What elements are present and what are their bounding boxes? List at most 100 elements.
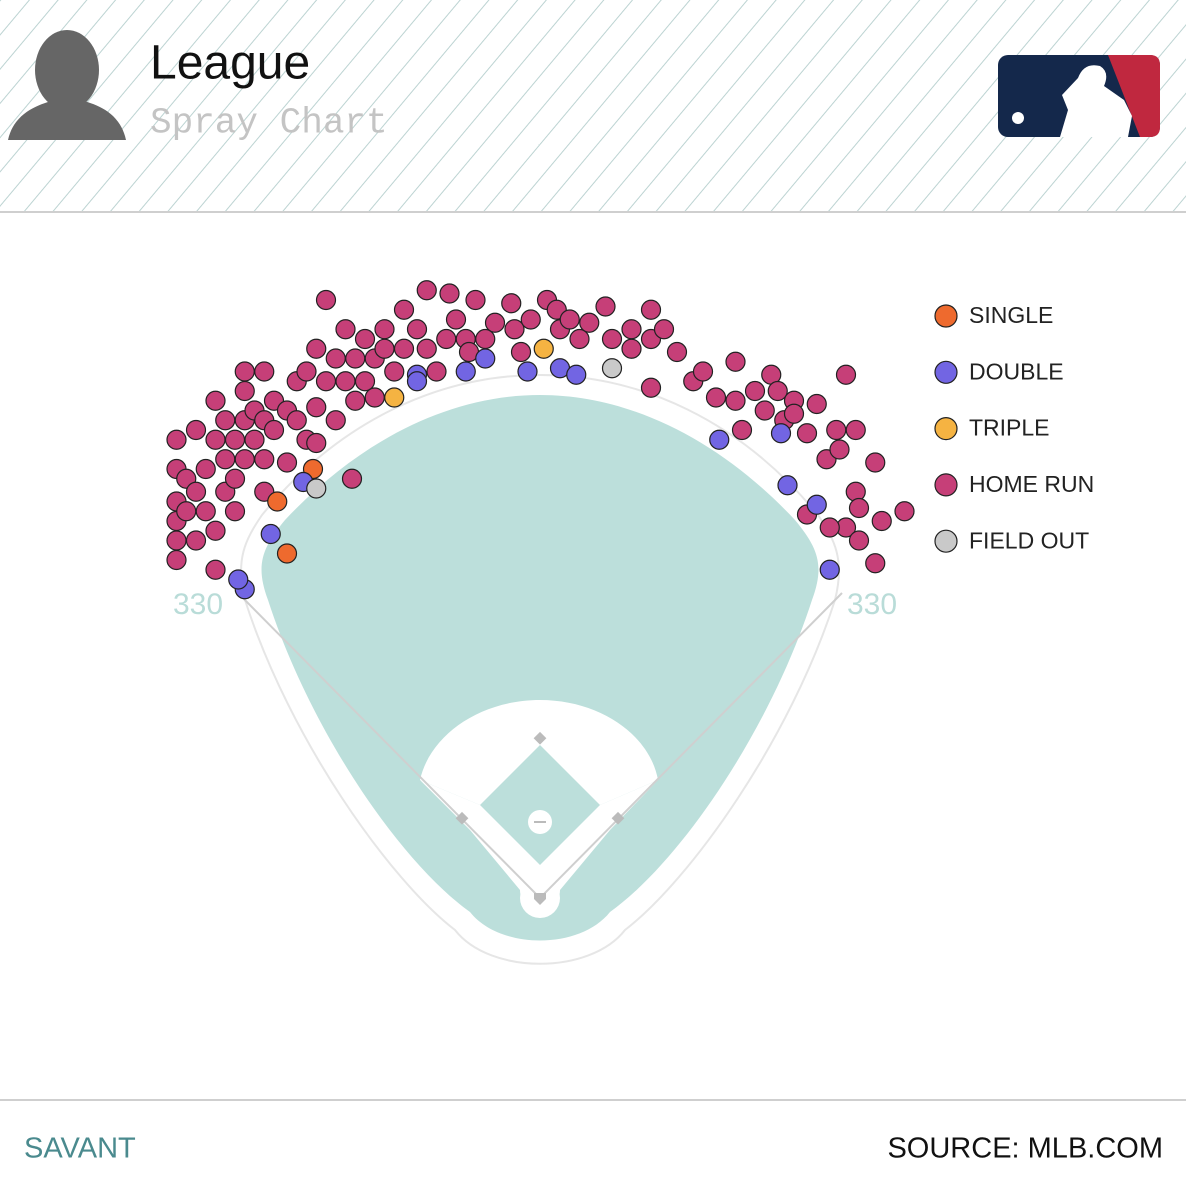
hit-point <box>416 338 437 359</box>
hit-point <box>335 319 356 340</box>
hit-point <box>566 364 587 385</box>
legend-swatch <box>934 360 958 384</box>
hit-point <box>185 419 207 441</box>
hit-point <box>819 517 840 538</box>
hit-point <box>315 371 337 392</box>
hit-point <box>254 361 275 382</box>
hit-point <box>306 397 327 418</box>
hit-point <box>595 296 616 317</box>
hit-point <box>406 371 428 392</box>
hit-point <box>224 501 246 522</box>
hit-point <box>205 429 226 450</box>
hit-point <box>286 410 307 431</box>
hit-point <box>475 348 496 369</box>
hit-point <box>315 289 337 311</box>
hit-point <box>244 429 265 450</box>
hit-point <box>205 559 226 580</box>
hit-point <box>569 328 590 350</box>
hit-point <box>426 361 447 382</box>
hit-point <box>254 449 275 470</box>
hit-point <box>384 361 405 382</box>
hit-point <box>234 361 255 382</box>
hit-point <box>621 338 642 359</box>
hit-point <box>829 439 850 460</box>
hit-point <box>185 530 207 551</box>
hit-point <box>504 319 525 340</box>
hit-point <box>345 390 366 411</box>
hit-point <box>325 410 346 431</box>
legend-label: SINGLE <box>969 302 1053 328</box>
hit-point <box>835 364 857 385</box>
legend-label: HOME RUN <box>969 471 1094 497</box>
legend-swatch <box>934 473 958 497</box>
hit-point <box>406 319 428 340</box>
hit-point <box>205 520 226 541</box>
hit-point <box>848 497 870 519</box>
hit-point <box>806 393 827 415</box>
hit-point <box>228 569 249 590</box>
hit-point <box>354 328 376 350</box>
hit-point <box>465 289 486 311</box>
hit-point <box>533 338 554 359</box>
hit-point <box>640 377 662 398</box>
hit-point <box>796 423 818 444</box>
footer-source: SOURCE: MLB.COM <box>887 1133 1163 1165</box>
hit-point <box>263 419 285 441</box>
hit-point <box>364 387 385 408</box>
hit-point <box>725 390 746 411</box>
hit-point <box>325 348 346 369</box>
hit-point <box>224 468 246 489</box>
right-field-distance: 330 <box>847 588 897 621</box>
legend-swatch <box>934 529 958 553</box>
hit-point <box>845 419 866 441</box>
hit-point <box>234 449 255 470</box>
footer-brand: SAVANT <box>24 1133 136 1165</box>
hit-point <box>579 312 600 333</box>
hit-point <box>783 403 805 424</box>
hit-point <box>436 328 457 350</box>
hit-point <box>770 423 792 444</box>
hit-point <box>341 468 363 489</box>
hit-point <box>215 449 236 470</box>
hit-point <box>276 543 298 564</box>
hit-point <box>166 530 187 551</box>
hit-point <box>455 361 476 382</box>
title: League <box>150 37 310 90</box>
hit-point <box>166 549 187 571</box>
hit-point <box>374 338 395 359</box>
hit-point <box>393 299 415 320</box>
hit-point <box>871 510 892 532</box>
hit-point <box>306 432 327 454</box>
hit-point <box>416 280 437 301</box>
player-silhouette <box>8 30 126 140</box>
hit-point <box>296 361 317 382</box>
hit-point <box>384 387 405 408</box>
hit-point <box>705 387 727 408</box>
hit-point <box>894 501 915 522</box>
hit-point <box>205 390 226 411</box>
hit-point <box>754 400 775 421</box>
legend-label: DOUBLE <box>969 358 1064 384</box>
hits <box>166 280 915 600</box>
hit-point <box>195 501 216 522</box>
hit-point <box>215 410 236 431</box>
hit-point <box>517 361 538 382</box>
hit-point <box>767 380 788 402</box>
hit-point <box>744 380 766 402</box>
hit-point <box>777 475 798 496</box>
legend: SINGLE DOUBLE TRIPLE HOME RUN FIELD OUT <box>934 302 1094 553</box>
hit-point <box>234 380 255 402</box>
hit-point <box>166 429 187 450</box>
hit-point <box>510 341 532 363</box>
hit-point <box>826 419 847 441</box>
hit-point <box>559 309 580 330</box>
legend-swatch <box>934 304 958 328</box>
hit-point <box>260 523 281 545</box>
left-field-distance: 330 <box>173 588 223 621</box>
hit-point <box>520 309 541 330</box>
hit-point <box>848 530 870 551</box>
hit-point <box>176 501 197 522</box>
legend-swatch <box>934 417 958 441</box>
hit-point <box>374 319 395 340</box>
